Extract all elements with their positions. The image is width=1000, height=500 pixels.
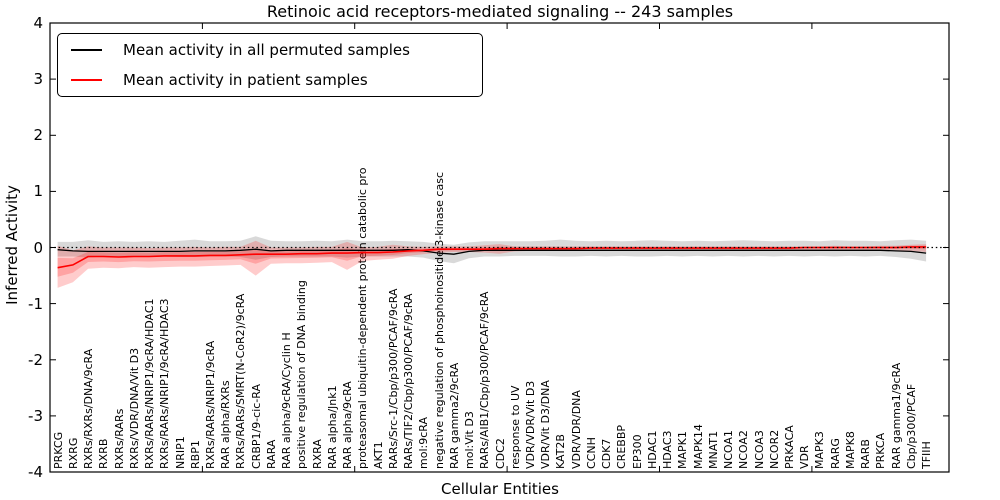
y-tick-label: 3	[33, 70, 43, 89]
y-tick-label: 4	[33, 14, 43, 32]
y-tick-label: -3	[28, 406, 43, 425]
y-tick-label: 2	[33, 126, 43, 145]
legend: Mean activity in all permuted samples Me…	[57, 33, 483, 97]
y-tick-label: -2	[28, 350, 43, 369]
legend-item-permuted: Mean activity in all permuted samples	[58, 36, 482, 64]
y-tick-label: -4	[28, 463, 43, 481]
legend-label: Mean activity in patient samples	[123, 71, 368, 89]
legend-item-patient: Mean activity in patient samples	[58, 66, 482, 94]
legend-line-sample-red	[71, 79, 102, 81]
legend-line-sample-black	[71, 49, 102, 51]
legend-label: Mean activity in all permuted samples	[123, 41, 410, 59]
y-tick-label: 1	[33, 182, 43, 201]
y-tick-label: 0	[33, 238, 43, 257]
chart-title: Retinoic acid receptors-mediated signali…	[266, 2, 734, 21]
y-tick-label: -1	[28, 294, 43, 313]
x-axis-label: Cellular Entities	[441, 480, 559, 498]
